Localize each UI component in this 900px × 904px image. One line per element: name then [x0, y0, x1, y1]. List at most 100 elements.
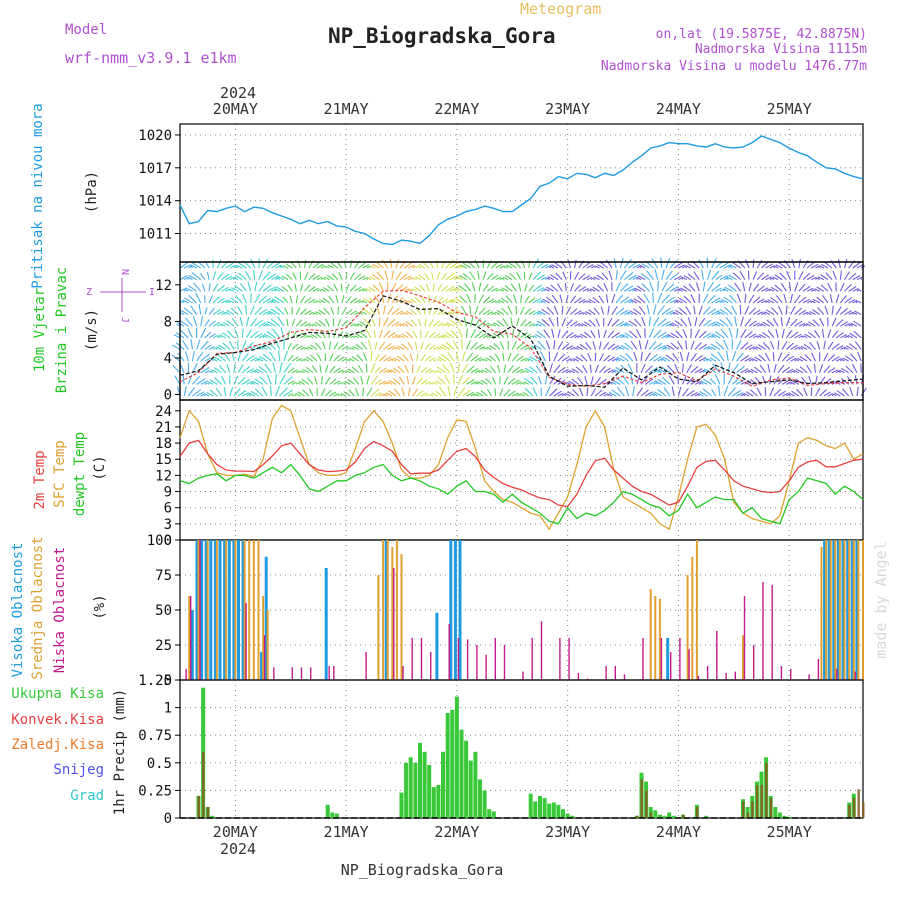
total-precip-bar [418, 743, 422, 818]
wind-barb [205, 320, 209, 327]
wind-barb [723, 340, 728, 350]
meteogram-label: Meteogram [520, 0, 601, 18]
footer-station: NP_Biogradska_Gora [341, 861, 504, 879]
total-precip-bar [538, 796, 542, 818]
wind-barb [662, 308, 671, 315]
wind-barb [478, 271, 479, 280]
mid-cloud-bar [188, 596, 190, 680]
wind-barb [388, 371, 390, 373]
mid-cloud-bar [234, 540, 236, 680]
wind-barb [545, 386, 550, 396]
wind-barb [570, 360, 572, 361]
panel-frame [180, 400, 863, 540]
wind-barb [209, 283, 210, 291]
wind-barb [840, 283, 844, 291]
wind-barb [479, 283, 481, 292]
low-cloud-bar [393, 568, 394, 680]
wind-barb [525, 284, 527, 292]
wind-barb [367, 376, 369, 385]
wind-barb [435, 371, 437, 373]
wind-barb [620, 355, 628, 361]
wind-barb [393, 359, 396, 361]
wind-barb [280, 375, 286, 385]
wind-barb [563, 272, 566, 280]
low-cloud-bar [504, 645, 505, 680]
wind-barb [224, 353, 230, 361]
wind-barb [209, 371, 210, 372]
wind-barb [441, 354, 450, 361]
wind-barb [828, 342, 833, 350]
svg-text:1hr Precip (mm): 1hr Precip (mm) [112, 689, 128, 815]
wind-barb [246, 317, 248, 326]
wind-barb [228, 301, 230, 303]
wind-barb [828, 329, 831, 338]
wind-barb [857, 387, 858, 396]
wind-barb [296, 320, 301, 326]
wind-barb [442, 324, 446, 326]
wind-barb [807, 301, 811, 303]
wind-barb [525, 296, 529, 303]
wind-barb [487, 389, 491, 396]
mid-cloud-bar [253, 540, 255, 680]
wind-barb [346, 348, 350, 350]
wind-barb [773, 318, 778, 326]
wind-barb [628, 364, 633, 373]
wind-barb [342, 371, 345, 373]
wind-barb [408, 278, 412, 280]
wind-barb [429, 319, 433, 326]
low-cloud-bar [735, 672, 736, 680]
wind-barb [566, 295, 568, 303]
wind-barb [735, 316, 737, 326]
wind-barb [495, 354, 500, 361]
y-tick-label: 0.25 [138, 783, 172, 799]
total-precip-bar [547, 804, 551, 818]
low-cloud-bar [329, 666, 330, 680]
wind-barb [371, 363, 375, 373]
wind-barb [222, 324, 226, 326]
wind-barb [608, 395, 609, 397]
wind-barb [492, 301, 496, 303]
wind-barb [377, 306, 379, 314]
wind-barb [438, 272, 440, 280]
wind-barb [493, 377, 496, 384]
compass-letter: I [149, 287, 155, 298]
wind-barb [350, 273, 354, 280]
top-day-label: 25MAY [767, 100, 812, 118]
wind-barb [537, 313, 539, 315]
wind-barb [557, 284, 562, 292]
wind-barb [262, 387, 267, 396]
wind-barb [856, 301, 857, 303]
wind-barb [539, 377, 542, 385]
wind-barb [321, 389, 325, 397]
wind-barb [230, 278, 233, 280]
wind-barb [814, 364, 815, 373]
wind-barb [514, 295, 517, 303]
wind-barb [653, 305, 656, 315]
station-title: NP_Biogradska_Gora [328, 24, 556, 48]
wind-barb [522, 383, 525, 385]
wind-barb [462, 364, 467, 373]
wind-barb [533, 259, 539, 268]
wind-barb [508, 365, 513, 373]
wind-barb [516, 394, 519, 396]
wind-barb [496, 290, 499, 292]
wind-barb [369, 340, 372, 350]
total-precip-bar [773, 807, 777, 818]
y-tick-label: 1 [164, 701, 172, 717]
pressure-line [180, 136, 863, 245]
wind-barb [313, 301, 317, 303]
wind-barb [550, 266, 554, 268]
wind-barb [732, 306, 737, 315]
wind-barb [686, 307, 691, 315]
wind-barb [824, 353, 828, 361]
wind-barb [792, 259, 795, 268]
wind-barb [672, 387, 674, 397]
mid-cloud-bar [687, 575, 689, 680]
wind-barb [227, 364, 230, 373]
wind-barb [312, 325, 313, 326]
wind-barb [786, 318, 789, 327]
y-tick-label: 75 [155, 568, 172, 584]
total-precip-bar [778, 813, 782, 819]
conv-precip-bar [751, 801, 754, 818]
